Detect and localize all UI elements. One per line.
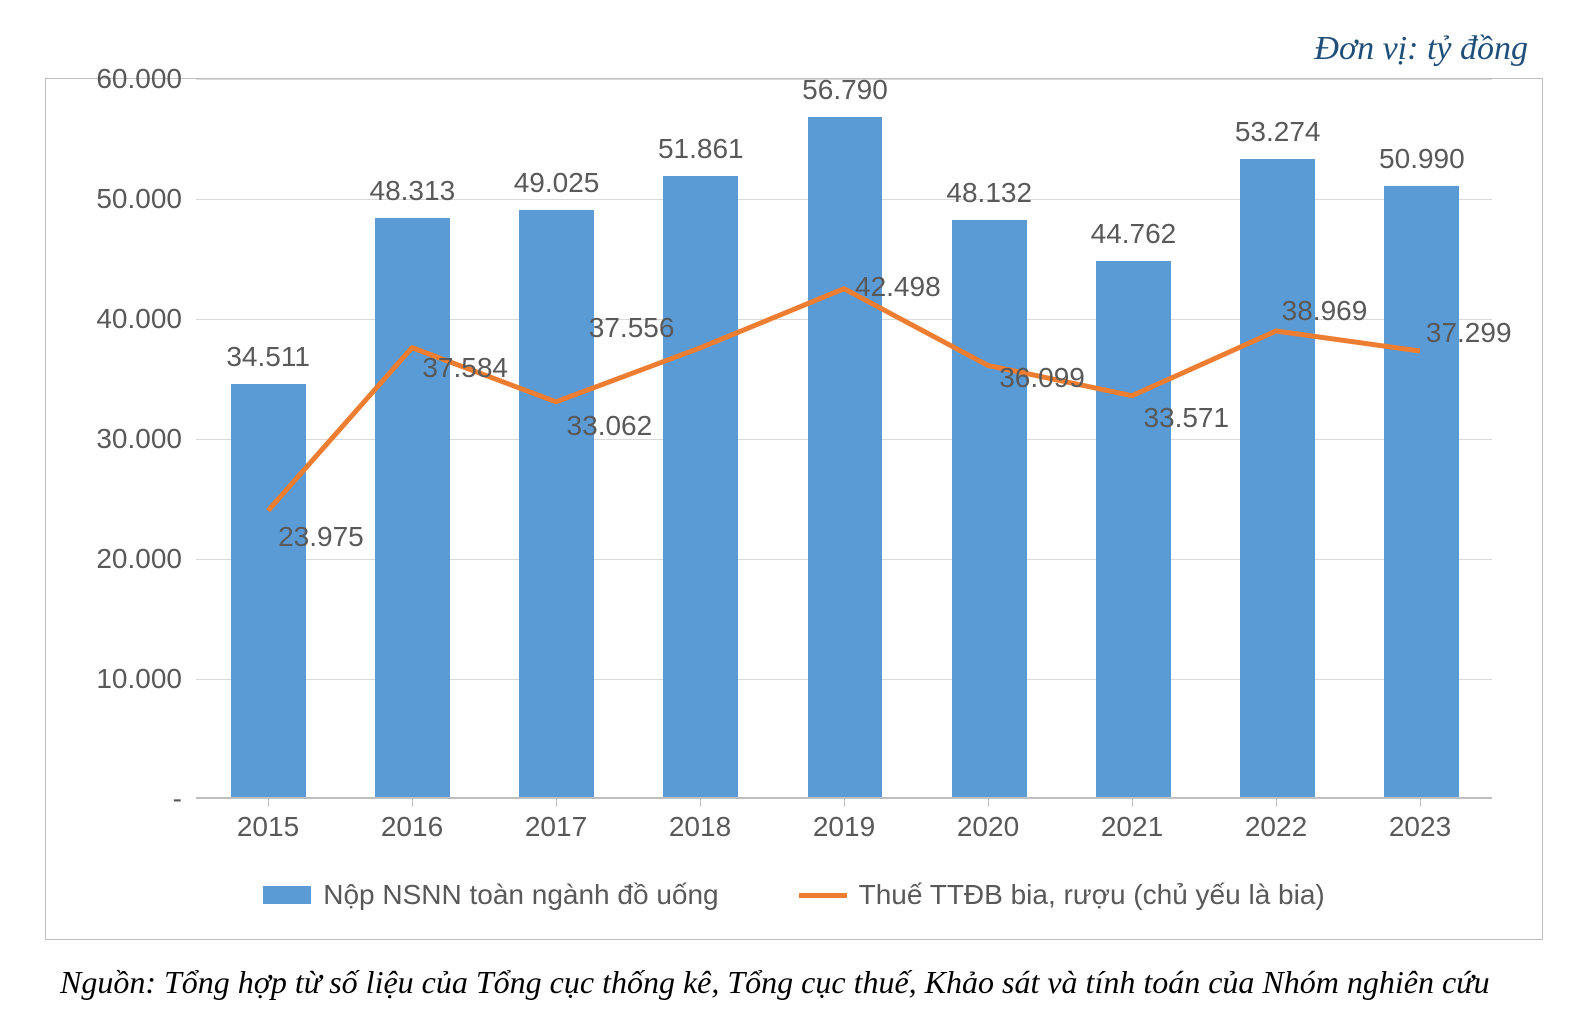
- line-value-label: 38.969: [1282, 295, 1368, 327]
- x-tick: 2019: [772, 799, 916, 859]
- x-tick-mark: [1276, 799, 1277, 807]
- bar-value-label: 48.313: [370, 175, 456, 207]
- x-tick: 2020: [916, 799, 1060, 859]
- bar-value-label: 53.274: [1235, 116, 1321, 148]
- legend-label-bars: Nộp NSNN toàn ngành đồ uống: [323, 879, 718, 911]
- bar-value-label: 49.025: [514, 167, 600, 199]
- line-value-label: 42.498: [855, 271, 941, 303]
- y-tick-label: 10.000: [96, 663, 182, 695]
- y-tick-label: 40.000: [96, 303, 182, 335]
- y-tick-label: -: [173, 783, 182, 815]
- x-tick-label: 2016: [381, 811, 443, 843]
- x-tick-mark: [412, 799, 413, 807]
- x-tick-mark: [844, 799, 845, 807]
- x-tick-mark: [1420, 799, 1421, 807]
- y-tick-label: 20.000: [96, 543, 182, 575]
- x-tick-label: 2015: [237, 811, 299, 843]
- x-tick-label: 2020: [957, 811, 1019, 843]
- x-tick: 2018: [628, 799, 772, 859]
- line-value-label: 33.062: [567, 410, 653, 442]
- x-tick-mark: [700, 799, 701, 807]
- labels-layer: 34.51148.31349.02551.86156.79048.13244.7…: [196, 79, 1492, 798]
- line-value-label: 37.556: [589, 312, 675, 344]
- x-tick-label: 2021: [1101, 811, 1163, 843]
- x-tick-mark: [268, 799, 269, 807]
- unit-label: Đơn vị: tỷ đồng: [20, 30, 1528, 68]
- x-tick-mark: [988, 799, 989, 807]
- y-tick-label: 50.000: [96, 183, 182, 215]
- x-tick: 2022: [1204, 799, 1348, 859]
- legend-swatch-line: [799, 893, 847, 898]
- x-tick-label: 2022: [1245, 811, 1307, 843]
- y-tick-label: 30.000: [96, 423, 182, 455]
- bar-value-label: 51.861: [658, 133, 744, 165]
- legend-label-line: Thuế TTĐB bia, rượu (chủ yếu là bia): [859, 879, 1325, 911]
- x-tick: 2015: [196, 799, 340, 859]
- line-value-label: 37.299: [1426, 317, 1512, 349]
- x-tick-label: 2018: [669, 811, 731, 843]
- legend-swatch-bar: [263, 886, 311, 904]
- chart-frame: -10.00020.00030.00040.00050.00060.000 34…: [45, 78, 1543, 940]
- line-value-label: 36.099: [999, 362, 1085, 394]
- line-value-label: 33.571: [1143, 402, 1229, 434]
- bar-value-label: 48.132: [946, 177, 1032, 209]
- x-tick: 2021: [1060, 799, 1204, 859]
- plot-row: -10.00020.00030.00040.00050.00060.000 34…: [46, 79, 1542, 799]
- bar-value-label: 34.511: [226, 341, 310, 373]
- x-tick: 2023: [1348, 799, 1492, 859]
- legend-item-line: Thuế TTĐB bia, rượu (chủ yếu là bia): [799, 879, 1325, 911]
- zero-axis-line: [196, 797, 1492, 798]
- x-tick-mark: [1132, 799, 1133, 807]
- bar-value-label: 44.762: [1091, 218, 1177, 250]
- legend-item-bars: Nộp NSNN toàn ngành đồ uống: [263, 879, 718, 911]
- source-note: Nguồn: Tổng hợp từ số liệu của Tổng cục …: [60, 960, 1528, 1005]
- line-value-label: 23.975: [278, 521, 364, 553]
- y-tick-label: 60.000: [96, 63, 182, 95]
- plot-area: 34.51148.31349.02551.86156.79048.13244.7…: [196, 79, 1492, 799]
- legend: Nộp NSNN toàn ngành đồ uống Thuế TTĐB bi…: [46, 859, 1542, 939]
- x-tick-label: 2019: [813, 811, 875, 843]
- bar-value-label: 50.990: [1379, 143, 1465, 175]
- x-tick-label: 2023: [1389, 811, 1451, 843]
- bar-value-label: 56.790: [802, 74, 888, 106]
- y-axis: -10.00020.00030.00040.00050.00060.000: [46, 79, 196, 799]
- x-tick-label: 2017: [525, 811, 587, 843]
- x-axis: 2015 2016 2017 2018 2019 2020 2021 2022 2023: [196, 799, 1492, 859]
- x-tick: 2017: [484, 799, 628, 859]
- line-value-label: 37.584: [422, 352, 508, 384]
- x-tick-mark: [556, 799, 557, 807]
- x-tick: 2016: [340, 799, 484, 859]
